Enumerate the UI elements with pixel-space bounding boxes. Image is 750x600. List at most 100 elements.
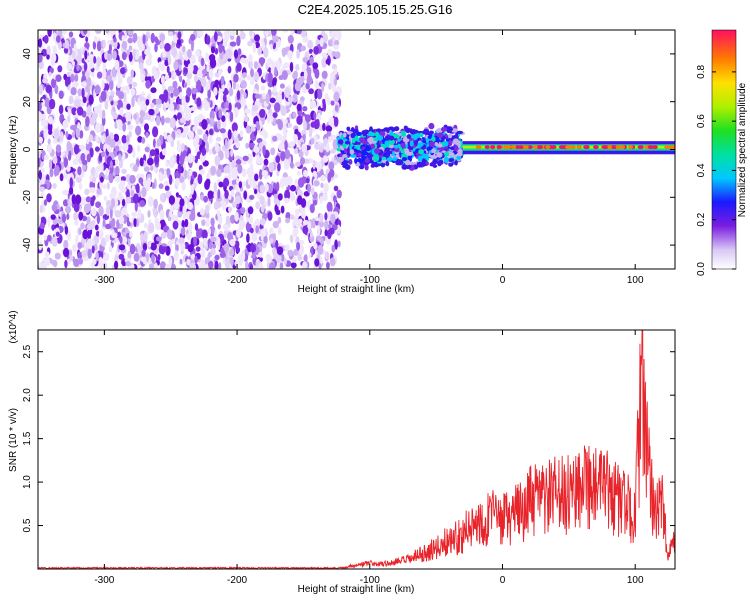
heatmap-x-label: Height of straight line (km) <box>298 284 415 295</box>
heatmap-cell <box>223 230 228 239</box>
heatmap-cell <box>48 129 53 135</box>
heatmap-cell <box>312 199 318 206</box>
heatmap-cell <box>115 165 120 176</box>
heatmap-cell <box>118 77 123 85</box>
heatmap-cell <box>270 30 277 36</box>
heatmap-cell <box>219 251 226 258</box>
heatmap-cell <box>281 70 288 81</box>
heatmap-cell <box>217 240 221 251</box>
heatmap-cell <box>259 195 265 205</box>
heatmap-cell <box>51 224 55 231</box>
heatmap-cell <box>106 182 110 190</box>
heatmap-cell <box>267 197 271 207</box>
heatmap-cell <box>167 31 174 37</box>
heatmap-cell <box>294 161 301 167</box>
heatmap-cell <box>289 61 294 73</box>
heatmap-cell <box>141 100 147 111</box>
heatmap-cell <box>288 50 293 61</box>
heatmap-cell <box>496 145 502 150</box>
heatmap-cell <box>121 168 127 174</box>
heatmap-cell <box>441 126 448 132</box>
heatmap-cell <box>78 211 84 221</box>
heatmap-cell <box>93 56 97 64</box>
heatmap-cell <box>532 145 539 150</box>
heatmap-cell <box>47 138 51 145</box>
heatmap-cell <box>182 125 189 134</box>
heatmap-cell <box>152 126 159 138</box>
heatmap-cell <box>51 204 58 212</box>
heatmap-cell <box>329 169 335 178</box>
snr-y-tick-label: 1.5 <box>22 431 33 445</box>
heatmap-cell <box>70 124 76 131</box>
heatmap-cell <box>222 53 228 63</box>
heatmap-cell <box>114 159 119 165</box>
heatmap-cell <box>119 107 124 115</box>
heatmap-cell <box>321 82 325 92</box>
heatmap-cell <box>313 46 320 55</box>
heatmap-cell <box>178 92 183 100</box>
heatmap-cell <box>148 52 153 61</box>
heatmap-cell <box>179 75 183 83</box>
heatmap-cell <box>101 69 107 80</box>
heatmap-cell <box>312 62 319 70</box>
heatmap-cell <box>334 51 341 59</box>
heatmap-cell <box>122 236 128 244</box>
heatmap-cell <box>214 254 220 261</box>
heatmap-cell <box>647 145 654 150</box>
heatmap-cell <box>454 160 458 166</box>
heatmap-cell <box>113 36 117 43</box>
heatmap-cell <box>137 208 142 220</box>
heatmap-cell <box>198 262 205 269</box>
heatmap-cell <box>327 48 333 56</box>
heatmap-cell <box>213 31 218 42</box>
heatmap-cell <box>370 164 375 168</box>
heatmap-cell <box>168 102 175 112</box>
heatmap-cell <box>90 261 95 268</box>
heatmap-cell <box>233 130 238 139</box>
heatmap-cell <box>110 30 114 38</box>
heatmap-cell <box>187 232 192 241</box>
heatmap-cell <box>176 39 182 46</box>
heatmap-cell <box>301 143 308 153</box>
heatmap-cell <box>130 69 134 78</box>
heatmap-cell <box>456 156 462 160</box>
heatmap-cell <box>179 155 185 166</box>
heatmap-cell <box>65 148 69 157</box>
heatmap-cell <box>58 90 64 99</box>
heatmap-cell <box>92 111 99 120</box>
heatmap-cell <box>524 145 529 150</box>
heatmap-cell <box>298 239 305 245</box>
heatmap-cell <box>179 205 183 212</box>
heatmap-cell <box>158 171 163 180</box>
colorbar-tick-label: 0.6 <box>696 114 707 128</box>
heatmap-cell <box>223 177 230 187</box>
heatmap-cell <box>115 90 121 96</box>
snr-x-tick-label: -200 <box>227 575 247 586</box>
heatmap-cell <box>39 222 45 229</box>
heatmap-cell <box>296 103 302 112</box>
heatmap-cell <box>303 69 308 81</box>
heatmap-cell <box>193 236 198 247</box>
heatmap-cell <box>184 111 191 122</box>
heatmap-cell <box>260 85 266 91</box>
heatmap-cell <box>348 159 353 165</box>
heatmap-cell <box>443 142 449 147</box>
heatmap-cell <box>39 204 43 214</box>
heatmap-cell <box>147 157 154 166</box>
heatmap-cells <box>38 30 675 269</box>
heatmap-cell <box>230 189 235 197</box>
heatmap-cell <box>173 71 177 78</box>
heatmap-cell <box>326 131 332 137</box>
heatmap-cell <box>52 156 58 165</box>
heatmap-cell <box>167 85 174 93</box>
heatmap-cell <box>269 43 273 50</box>
heatmap-cell <box>96 40 102 52</box>
heatmap-cell <box>292 111 297 119</box>
heatmap-cell <box>245 142 250 149</box>
heatmap-cell <box>80 222 85 230</box>
heatmap-cell <box>436 152 443 158</box>
heatmap-cell <box>303 63 307 70</box>
heatmap-cell <box>229 214 236 224</box>
heatmap-cell <box>427 135 432 140</box>
heatmap-cell <box>452 145 459 152</box>
